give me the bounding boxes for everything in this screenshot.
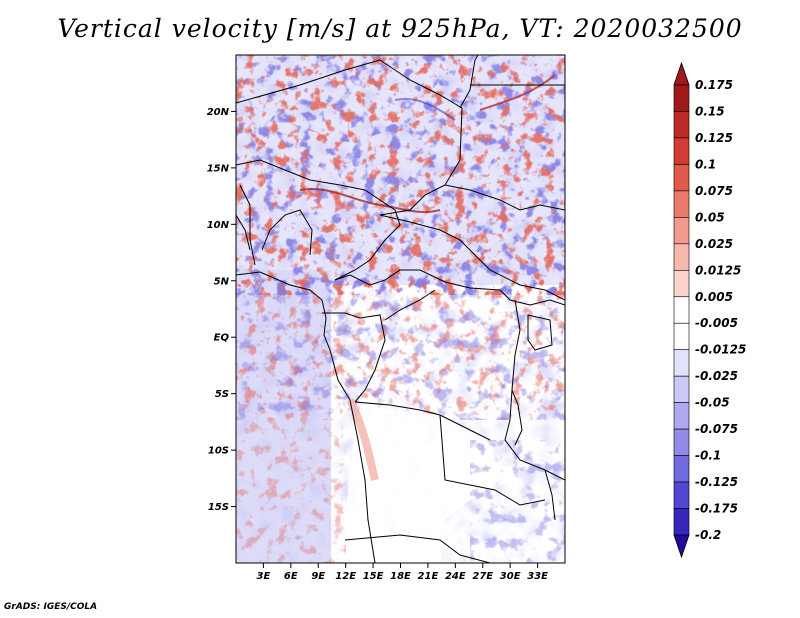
colorbar-bottom-tip [673, 534, 690, 559]
border-gabon-congo [322, 312, 386, 403]
calm-plateau [345, 405, 500, 563]
colorbar-label: -0.005 [695, 316, 738, 330]
lat-tick-label: 15N [207, 163, 230, 174]
colorbar-label: 0.005 [695, 290, 733, 304]
lon-tick-label: 30E [500, 571, 521, 582]
lat-tick-label: 10S [208, 446, 229, 457]
lake-malawi [544, 469, 556, 521]
lon-tick-label: 12E [335, 571, 356, 582]
colorbar-band [673, 349, 690, 377]
boundaries [236, 55, 565, 563]
colorbar-band [673, 190, 690, 218]
lat-tick-label: EQ [214, 333, 230, 344]
lon-tick-label: 9E [311, 571, 325, 582]
grads-credit: GrADS: IGES/COLA [4, 602, 98, 612]
colorbar-label: -0.05 [695, 396, 730, 410]
colorbar-label: -0.125 [695, 475, 738, 489]
colorbar-band [673, 481, 690, 509]
colorbar-label: -0.1 [695, 449, 721, 463]
border-chad-sudan [444, 184, 565, 211]
border-libya [459, 55, 479, 109]
border-niger-chad [236, 59, 463, 216]
colorbar-band [673, 164, 690, 192]
border-namibia [344, 534, 491, 563]
colorbar-label: 0.125 [695, 131, 733, 145]
colorbar-band [673, 375, 690, 403]
strong-updraft-band [299, 188, 441, 214]
colorbar-band [673, 322, 690, 351]
lake-tanganyika [511, 389, 523, 446]
colorbar-label: -0.2 [695, 528, 721, 542]
colorbar: 0.175 0.15 0.125 0.1 0.075 0.05 0.025 0.0125 0.0… [673, 61, 746, 559]
lat-tick-label: 15S [208, 502, 229, 513]
colorbar-label: -0.075 [695, 422, 738, 436]
colorbar-label: 0.075 [695, 184, 733, 198]
updraft-streak-ne [479, 74, 556, 111]
coastal-updraft [346, 398, 379, 481]
colorbar-band [673, 111, 690, 139]
lat-tick-label: 10N [207, 220, 230, 231]
colorbar-top-tip [673, 61, 690, 86]
border-nigeria [236, 159, 401, 281]
velocity-field [236, 55, 565, 563]
updraft-texture-south-coast [236, 420, 346, 563]
colorbar-band [673, 402, 690, 430]
colorbar-band [673, 508, 690, 536]
border-angola-zambia [439, 414, 546, 506]
lat-tick-label: 20N [207, 107, 230, 118]
colorbar-band [673, 428, 690, 456]
colorbar-label: 0.05 [695, 210, 725, 224]
lon-tick-label: 24E [445, 571, 466, 582]
colorbar-band [673, 137, 690, 165]
border-west-edge [236, 214, 251, 251]
downdraft-texture-south-east [470, 440, 565, 563]
border-ghana [239, 184, 256, 266]
border-benin-togo [261, 209, 313, 256]
lake-victoria [527, 314, 553, 351]
border-congo-drc [384, 289, 436, 321]
colorbar-label: 0.15 [695, 104, 725, 118]
axis-ticks: 20N 15N 10N 5N EQ 5S 10S 15S 3E 6E 9E 12E 15E 18E 21E 2… [207, 107, 548, 582]
border-drc-east [504, 299, 565, 481]
lon-tick-label: 3E [257, 571, 271, 582]
colorbar-label: -0.0125 [695, 343, 746, 357]
colorbar-label: 0.025 [695, 237, 733, 251]
lon-tick-label: 6E [284, 571, 298, 582]
colorbar-label: -0.175 [695, 502, 738, 516]
lon-tick-label: 15E [363, 571, 384, 582]
border-angola-drc [354, 401, 491, 441]
colorbar-band [673, 296, 690, 324]
colorbar-label: 0.0125 [695, 263, 741, 277]
lon-tick-label: 33E [527, 571, 548, 582]
lat-tick-label: 5N [214, 276, 230, 287]
colorbar-label: 0.175 [695, 78, 733, 92]
colorbar-band [673, 269, 690, 298]
downdraft-streak-n [394, 98, 456, 121]
coastline-west [236, 271, 376, 563]
lat-tick-label: 5S [215, 389, 229, 400]
updraft-texture-north [236, 55, 565, 295]
lon-tick-label: 27E [472, 571, 493, 582]
border-cameroon-car [334, 269, 501, 291]
border-car-sudan [379, 214, 565, 301]
colorbar-label: -0.025 [695, 369, 738, 383]
colorbar-band [673, 84, 690, 112]
lon-tick-label: 18E [390, 571, 411, 582]
colorbar-label: 0.1 [695, 157, 716, 171]
downdraft-texture-central [236, 280, 565, 420]
map-title: Vertical velocity [m/s] at 925hPa, VT: 2… [57, 14, 743, 43]
colorbar-band [673, 455, 690, 483]
colorbar-band [673, 217, 690, 245]
colorbar-band [673, 243, 690, 271]
lon-tick-label: 21E [418, 571, 439, 582]
border-south-sudan [499, 289, 565, 306]
